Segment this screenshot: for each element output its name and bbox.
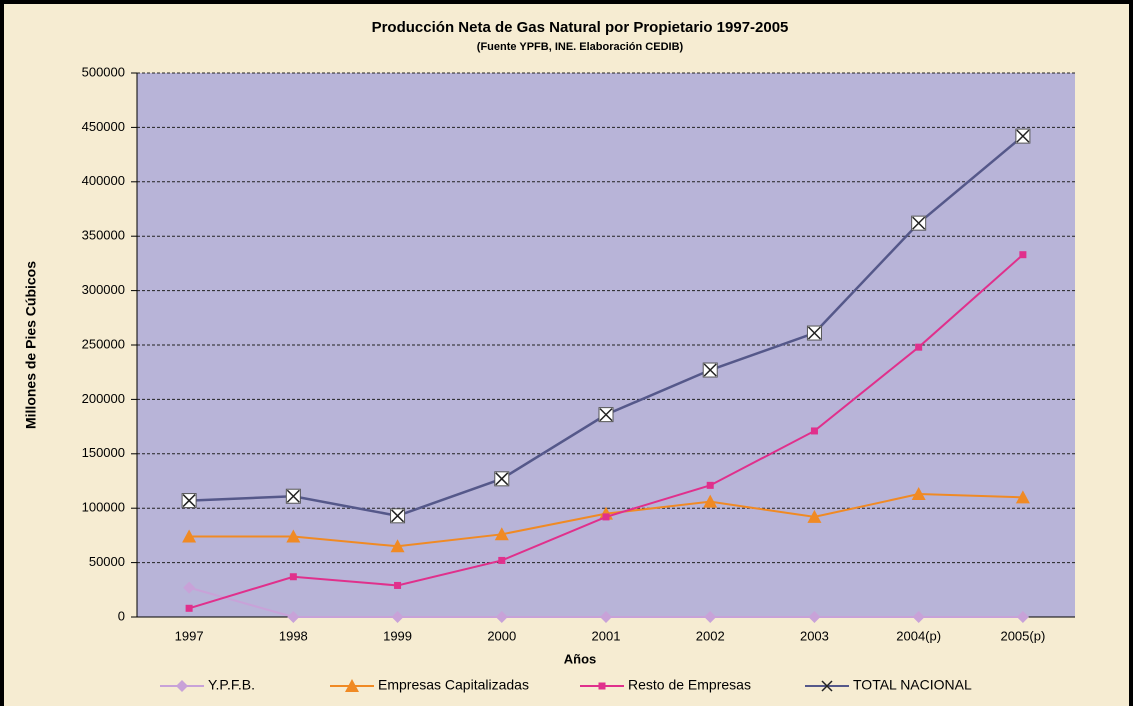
- marker-diamond: [704, 611, 717, 623]
- legend-label: Y.P.F.B.: [208, 677, 255, 693]
- x-tick-label: 1997: [175, 628, 204, 643]
- legend-label: Empresas Capitalizadas: [378, 677, 529, 693]
- marker-diamond: [808, 611, 821, 623]
- marker-triangle: [807, 509, 822, 523]
- x-tick-label: 1999: [383, 628, 412, 643]
- marker-triangle: [1015, 490, 1030, 504]
- marker-x: [1016, 129, 1030, 143]
- marker-triangle: [345, 679, 359, 692]
- marker-triangle: [494, 527, 509, 541]
- y-tick-label: 350000: [82, 228, 125, 243]
- marker-diamond: [600, 611, 612, 623]
- marker-x: [182, 494, 196, 508]
- x-tick-label: 2004(p): [896, 628, 941, 643]
- marker-triangle: [703, 494, 718, 508]
- marker-x: [912, 216, 926, 230]
- marker-diamond: [912, 611, 925, 623]
- x-axis-label: Años: [564, 651, 597, 666]
- y-tick-label: 300000: [82, 282, 125, 297]
- marker-x: [286, 489, 300, 503]
- x-tick-label: 2001: [592, 628, 621, 643]
- marker-diamond: [176, 680, 188, 692]
- marker-square: [185, 604, 193, 612]
- marker-diamond: [495, 611, 508, 623]
- marker-square: [289, 573, 297, 581]
- marker-square: [1019, 251, 1027, 259]
- y-tick-label: 500000: [82, 64, 125, 79]
- x-tick-label: 1998: [279, 628, 308, 643]
- y-tick-label: 250000: [82, 336, 125, 351]
- marker-diamond: [287, 611, 300, 623]
- marker-x: [703, 363, 717, 377]
- marker-square: [706, 481, 714, 489]
- marker-triangle: [390, 539, 405, 553]
- legend-marker: [821, 680, 833, 692]
- marker-x: [807, 326, 821, 340]
- marker-triangle: [286, 529, 301, 543]
- marker-square: [915, 343, 923, 351]
- marker-diamond: [1016, 611, 1029, 623]
- y-tick-label: 400000: [82, 173, 125, 188]
- chart-title: Producción Neta de Gas Natural por Propi…: [372, 19, 789, 36]
- marker-triangle: [182, 529, 197, 543]
- y-tick-label: 450000: [82, 119, 125, 134]
- y-tick-label: 50000: [89, 554, 125, 569]
- x-tick-label: 2003: [800, 628, 829, 643]
- marker-diamond: [183, 581, 196, 594]
- marker-square: [394, 581, 402, 589]
- marker-square: [598, 682, 606, 690]
- marker-x: [599, 408, 613, 422]
- y-tick-label: 150000: [82, 445, 125, 460]
- y-tick-label: 100000: [82, 500, 125, 515]
- marker-diamond: [391, 611, 404, 623]
- y-axis-label: Millones de Pies Cúbicos: [23, 261, 39, 429]
- legend-label: TOTAL NACIONAL: [853, 677, 972, 693]
- chart-subtitle: (Fuente YPFB, INE. Elaboración CEDIB): [477, 41, 684, 53]
- x-tick-label: 2000: [487, 628, 516, 643]
- marker-x: [391, 509, 405, 523]
- marker-square: [602, 513, 610, 521]
- y-tick-label: 0: [118, 608, 125, 623]
- marker-square: [498, 556, 506, 564]
- marker-triangle: [911, 487, 926, 501]
- marker-x: [495, 472, 509, 486]
- x-tick-label: 2005(p): [1000, 628, 1045, 643]
- marker-square: [810, 427, 818, 435]
- x-tick-label: 2002: [696, 628, 725, 643]
- legend-label: Resto de Empresas: [628, 677, 751, 693]
- y-tick-label: 200000: [82, 391, 125, 406]
